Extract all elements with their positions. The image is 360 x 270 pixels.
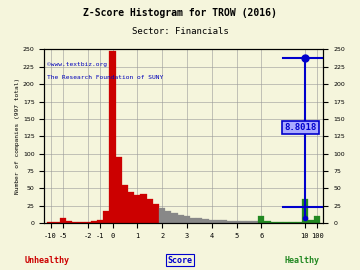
Text: Sector: Financials: Sector: Financials bbox=[132, 27, 228, 36]
Bar bbox=[103, 211, 109, 223]
Bar bbox=[308, 220, 314, 223]
Bar bbox=[159, 208, 165, 223]
Bar bbox=[221, 220, 227, 223]
Bar bbox=[227, 221, 234, 223]
Text: The Research Foundation of SUNY: The Research Foundation of SUNY bbox=[47, 75, 163, 80]
Text: Z-Score Histogram for TROW (2016): Z-Score Histogram for TROW (2016) bbox=[83, 8, 277, 18]
Bar bbox=[289, 222, 296, 223]
Bar bbox=[109, 51, 116, 223]
Bar bbox=[277, 222, 283, 223]
Bar bbox=[209, 220, 215, 223]
Bar bbox=[48, 222, 54, 223]
Bar bbox=[153, 204, 159, 223]
Bar bbox=[184, 216, 190, 223]
Bar bbox=[265, 221, 271, 223]
Bar bbox=[78, 222, 85, 223]
Bar bbox=[314, 216, 320, 223]
Bar bbox=[128, 192, 134, 223]
Bar bbox=[122, 185, 128, 223]
Text: Unhealthy: Unhealthy bbox=[24, 256, 69, 265]
Bar bbox=[165, 211, 171, 223]
Bar bbox=[271, 222, 277, 223]
Bar bbox=[246, 221, 252, 223]
Bar bbox=[116, 157, 122, 223]
Bar bbox=[134, 195, 140, 223]
Y-axis label: Number of companies (997 total): Number of companies (997 total) bbox=[15, 78, 20, 194]
Bar bbox=[252, 221, 258, 223]
Text: Score: Score bbox=[167, 256, 193, 265]
Bar bbox=[215, 220, 221, 223]
Bar bbox=[178, 215, 184, 223]
Text: Healthy: Healthy bbox=[285, 256, 320, 265]
Bar bbox=[140, 194, 147, 223]
Bar bbox=[196, 218, 202, 223]
Bar bbox=[283, 222, 289, 223]
Bar bbox=[54, 222, 60, 223]
Bar bbox=[72, 222, 78, 223]
Text: 8.8018: 8.8018 bbox=[284, 123, 316, 132]
Bar bbox=[66, 221, 72, 223]
Bar bbox=[234, 221, 240, 223]
Bar bbox=[202, 219, 209, 223]
Bar bbox=[240, 221, 246, 223]
Text: ©www.textbiz.org: ©www.textbiz.org bbox=[47, 62, 107, 67]
Bar bbox=[97, 220, 103, 223]
Bar bbox=[60, 218, 66, 223]
Bar bbox=[85, 222, 91, 223]
Bar bbox=[171, 213, 178, 223]
Bar bbox=[147, 199, 153, 223]
Bar bbox=[302, 199, 308, 223]
Bar bbox=[91, 221, 97, 223]
Bar bbox=[190, 218, 196, 223]
Bar bbox=[296, 222, 302, 223]
Bar bbox=[258, 216, 265, 223]
